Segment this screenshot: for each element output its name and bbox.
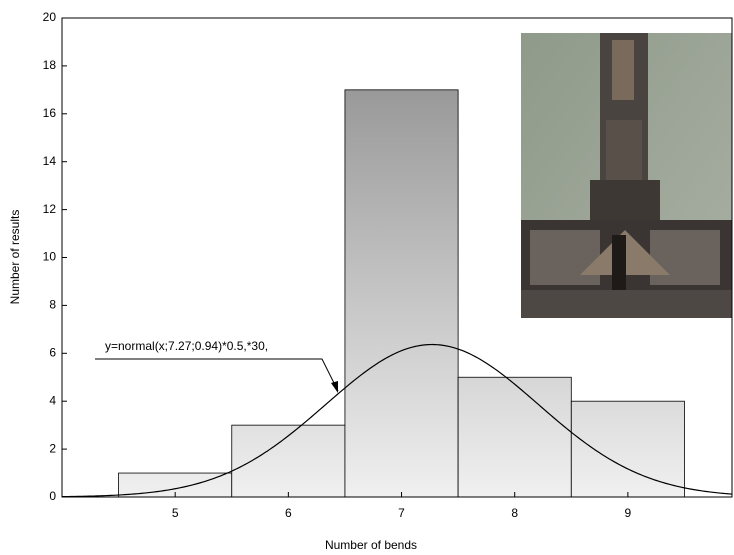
- x-tick-label: 5: [172, 506, 179, 520]
- y-tick-label: 4: [49, 393, 56, 407]
- bar: [570, 400, 685, 498]
- x-tick-label: 9: [625, 506, 632, 520]
- y-tick-label: 0: [49, 489, 56, 503]
- y-tick-label: 8: [49, 298, 56, 312]
- y-tick-label: 14: [43, 154, 57, 168]
- fit-annotation: y=normal(x;7.27;0.94)*0.5,*30,: [105, 339, 268, 353]
- y-tick-label: 2: [49, 441, 56, 455]
- fit-curve: [62, 343, 732, 497]
- annotation-pointer: [95, 358, 339, 393]
- y-tick-label: 20: [43, 10, 57, 24]
- bar: [344, 89, 459, 498]
- y-tick-label: 18: [43, 58, 57, 72]
- photo-inset: [521, 33, 732, 318]
- x-tick-label: 7: [398, 506, 405, 520]
- y-tick-label: 10: [43, 250, 57, 264]
- y-tick-label: 16: [43, 106, 57, 120]
- bar: [457, 376, 572, 498]
- x-tick-label: 6: [285, 506, 292, 520]
- x-axis-label: Number of bends: [325, 538, 417, 552]
- y-tick-label: 6: [49, 345, 56, 359]
- y-axis-label: Number of results: [8, 210, 22, 305]
- y-tick-label: 12: [43, 202, 57, 216]
- x-tick-label: 8: [511, 506, 518, 520]
